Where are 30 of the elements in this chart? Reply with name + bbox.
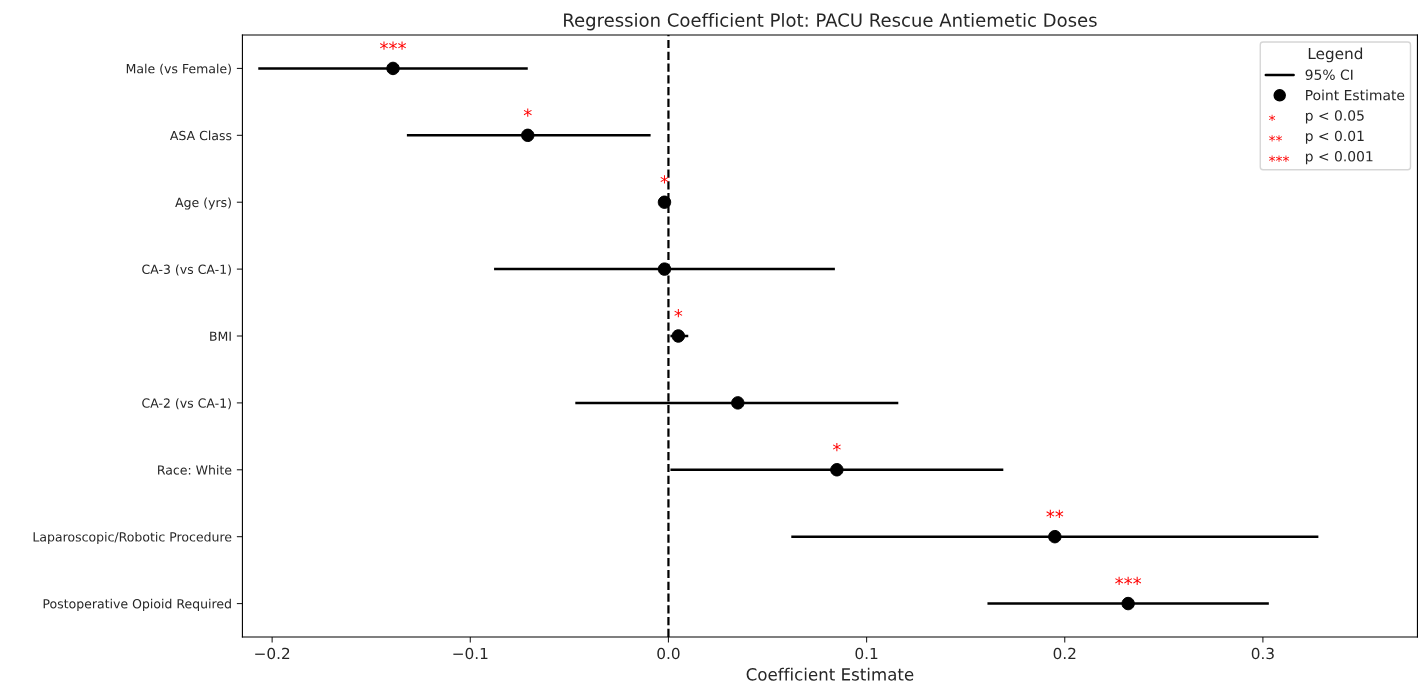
x-tick-label: 0.1 [855,647,878,660]
x-tick-label: 0.3 [1251,647,1274,660]
annotation: * [660,175,669,184]
annotation: *** [380,41,407,50]
annotation: * [523,108,532,117]
legend-title: Legend [1308,47,1363,63]
x-tick-label: −0.1 [453,647,488,660]
chart-title: Regression Coefficient Plot: PACU Rescue Antiemetic Doses [564,12,1097,31]
y-tick-label: Postoperative Opioid Required [43,598,231,611]
annotation: *** [1115,576,1142,585]
x-tick-label: 0.2 [1053,647,1076,660]
annotation: * [832,442,841,452]
y-tick-label: Male (vs Female) [126,63,231,75]
annotation: 95% CI [1305,69,1353,80]
y-tick-label: Race: White [158,465,232,475]
annotation: * [674,309,683,318]
y-tick-label: ASA Class [169,130,232,141]
text: *** p < 0.001 [1269,151,1373,165]
y-tick-label: BMI [210,331,231,341]
x-tick-label: 0.0 [657,647,680,660]
text: ** p < 0.01 [1269,130,1364,144]
y-tick-label: CA-2 (vs CA-1) [142,398,231,410]
annotation: ** [1046,509,1064,519]
x-axis-title: Coefficient Estimate [746,667,914,681]
text: * p < 0.05 [1269,110,1364,124]
y-tick-label: Age (yrs) [175,197,231,210]
y-tick-label: Laparoscopic/Robotic Procedure [33,531,232,545]
y-tick-label: CA-3 (vs CA-1) [142,264,231,276]
x-tick-label: −0.2 [255,647,290,660]
legend-label: Point Estimate [1306,89,1405,101]
